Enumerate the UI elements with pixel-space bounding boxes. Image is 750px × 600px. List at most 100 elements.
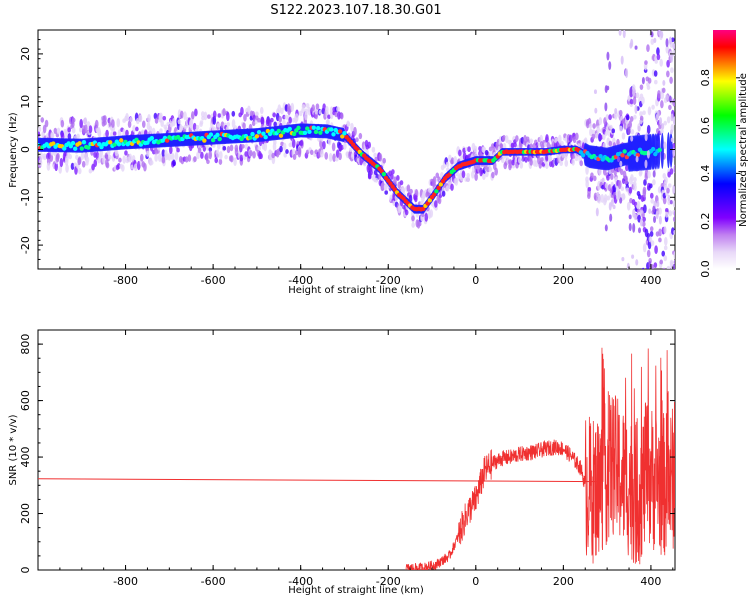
spectrogram-noise xyxy=(618,30,622,36)
spectrogram-cell xyxy=(588,123,593,129)
spectrogram-cell xyxy=(247,105,251,115)
spectrogram-cell xyxy=(40,117,45,123)
spectrogram-cell xyxy=(128,153,133,163)
spectrogram-cell xyxy=(154,117,159,124)
spectrogram-cell xyxy=(642,243,647,253)
spectrogram-cell xyxy=(301,104,306,109)
spectrogram-cell xyxy=(340,144,344,151)
spectrogram-cell xyxy=(206,159,210,165)
spectrogram-cell xyxy=(241,144,245,149)
spectrogram-cell xyxy=(132,125,136,133)
spectrogram-cell xyxy=(445,185,450,192)
spectrogram-cell xyxy=(130,164,134,170)
spectrogram-peak xyxy=(337,129,343,134)
x-tick-label: -400 xyxy=(288,575,313,588)
spectrogram-noise xyxy=(593,89,597,95)
spectrogram-cell xyxy=(664,176,668,185)
spectrogram-peak xyxy=(202,138,207,143)
spectrogram-cell xyxy=(639,111,643,117)
spectrogram-cell xyxy=(654,245,658,254)
spectrogram-cell xyxy=(619,125,623,132)
spectrogram-cell xyxy=(482,146,487,152)
spectrogram-cell xyxy=(663,120,668,126)
x-tick-label: 0 xyxy=(472,575,479,588)
spectrogram-cell xyxy=(64,157,69,166)
spectrogram-cell xyxy=(216,123,221,128)
spectrogram-cell xyxy=(46,162,51,171)
spectrogram-cell xyxy=(67,133,72,140)
spectrogram-cell xyxy=(102,154,106,165)
spectrogram-cell xyxy=(654,58,659,64)
spectrogram-cell xyxy=(656,47,660,56)
spectrogram-cell xyxy=(270,117,274,123)
spectrogram-cell xyxy=(488,146,493,152)
spectrogram-cell xyxy=(628,120,632,129)
spectrogram-cell xyxy=(646,85,651,90)
spectrogram-cell xyxy=(461,170,466,179)
spectrogram-cell xyxy=(616,138,620,147)
spectrogram-noise xyxy=(672,184,675,195)
spectrogram-cell xyxy=(83,117,88,126)
spectrogram-cell xyxy=(174,151,179,161)
spectrogram-cell xyxy=(639,115,644,122)
spectrogram-peak xyxy=(62,146,67,151)
spectrogram-cell xyxy=(660,100,664,109)
spectrogram-cell xyxy=(68,154,73,160)
spectrogram-cell xyxy=(384,190,388,195)
spectrogram-cell xyxy=(529,138,534,144)
spectrogram-cell xyxy=(103,115,107,123)
spectrogram-noise xyxy=(630,38,634,48)
spectrogram-cell xyxy=(242,122,246,130)
colorbar-label: Normalized spectral amplitude xyxy=(738,73,749,227)
spectrogram-cell xyxy=(643,179,647,186)
spectrogram-noise xyxy=(670,137,674,143)
spectrogram-cell xyxy=(194,108,198,117)
spectrogram-cell xyxy=(167,152,172,161)
spectrogram-cell xyxy=(664,211,669,218)
spectrogram-cell xyxy=(208,147,213,152)
spectrogram-cell xyxy=(378,153,383,162)
spectrogram-cell xyxy=(196,151,200,160)
spectrogram-cell xyxy=(519,161,524,169)
spectrogram-cell xyxy=(141,120,146,128)
spectrogram-cell xyxy=(659,259,664,265)
spectrogram-core xyxy=(666,132,671,169)
spectrogram-cell xyxy=(482,172,486,181)
spectrogram-cell xyxy=(121,164,125,172)
spectrogram-cell xyxy=(327,114,331,120)
spectrogram-cell xyxy=(338,152,342,161)
spectrogram-cell xyxy=(661,250,666,257)
spectrogram-cell xyxy=(669,76,673,84)
spectrogram-cell xyxy=(222,145,227,151)
spectrogram-peak xyxy=(254,134,260,139)
colorbar-tick-label: 0.8 xyxy=(699,69,712,87)
spectrogram-cell xyxy=(644,172,649,181)
spectrogram-cell xyxy=(658,228,662,237)
spectrogram-noise xyxy=(630,135,634,142)
spectrogram-cell xyxy=(292,153,297,160)
spectrogram-noise xyxy=(659,117,663,126)
spectrogram-cell xyxy=(478,145,482,152)
spectrogram-cell xyxy=(653,262,658,269)
spectrogram-cell xyxy=(272,142,277,151)
spectrogram-noise xyxy=(601,177,605,184)
spectrogram-cell xyxy=(295,113,299,123)
spectrogram-cell xyxy=(161,149,166,158)
spectrogram-noise xyxy=(658,215,662,225)
spectrogram-cell xyxy=(118,157,122,163)
spectrogram-peak xyxy=(342,131,347,136)
spectrogram-cell xyxy=(620,186,625,191)
spectrogram-cell xyxy=(81,160,86,168)
spectrogram-noise xyxy=(655,210,659,220)
spectrogram-cell xyxy=(263,141,268,152)
spectrogram-cell xyxy=(117,129,122,138)
spectrogram-noise xyxy=(641,76,645,85)
x-tick-label: -200 xyxy=(376,575,401,588)
snr-panel: -800 -600 -400 -200 0 200 400 0 200 400 600 800 He… xyxy=(8,329,676,596)
spectrogram-peak xyxy=(381,171,387,177)
spectrogram-cell xyxy=(234,144,239,152)
spectrogram-cell xyxy=(298,110,303,117)
spectrogram-cell xyxy=(666,70,670,78)
spectrogram-peak xyxy=(620,153,625,158)
